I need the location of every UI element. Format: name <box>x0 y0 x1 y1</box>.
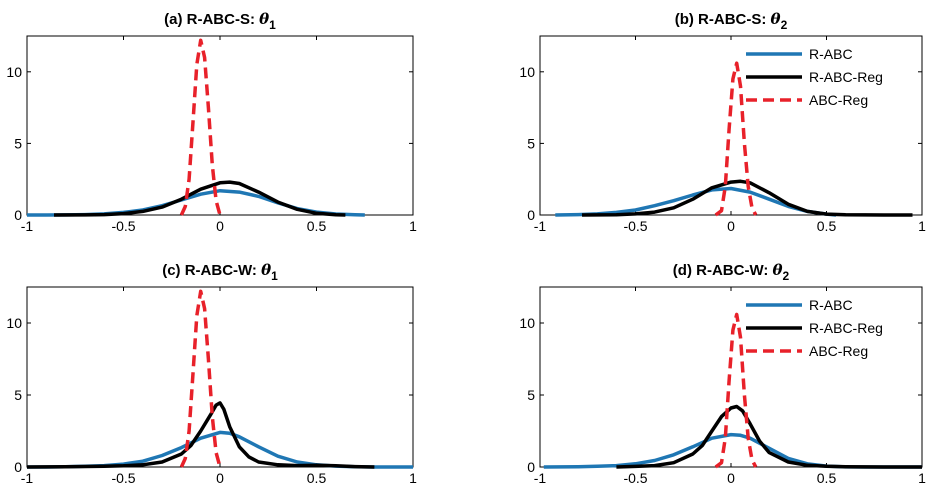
title-prefix: (d) R-ABC-W: <box>673 262 773 279</box>
x-tick-label: 0 <box>216 470 224 486</box>
y-tick-label: 5 <box>14 387 22 403</box>
x-tick-label: -1 <box>534 218 547 234</box>
x-tick-label: 1 <box>918 470 926 486</box>
x-tick-label: 1 <box>409 218 417 234</box>
x-tick-label: 0.5 <box>307 218 327 234</box>
series-line-abc-reg <box>714 61 758 217</box>
x-tick-label: -0.5 <box>623 470 647 486</box>
title-symbol: θ <box>773 261 783 279</box>
series-line-r-abc-reg <box>581 179 913 217</box>
x-tick-label: -1 <box>534 470 547 486</box>
y-tick-label: 5 <box>527 387 535 403</box>
y-tick-label: 10 <box>519 64 535 80</box>
y-tick-label: 10 <box>6 64 22 80</box>
title-subscript: 1 <box>271 269 278 283</box>
y-tick-label: 0 <box>14 459 22 475</box>
series-line-r-abc <box>543 432 922 469</box>
series-line-r-abc-reg <box>26 401 375 469</box>
y-tick-label: 5 <box>14 135 22 151</box>
panel-title: (d) R-ABC-W: θ2 <box>673 261 790 283</box>
x-tick-label: 0 <box>727 218 735 234</box>
x-tick-label: 0 <box>216 218 224 234</box>
title-symbol: θ <box>771 10 781 28</box>
title-prefix: (a) R-ABC-S: <box>164 11 259 28</box>
series-line-abc-reg <box>714 312 758 469</box>
x-tick-label: -0.5 <box>623 218 647 234</box>
x-tick-label: -0.5 <box>111 218 135 234</box>
legend-label: ABC-Reg <box>809 343 868 359</box>
title-prefix: (c) R-ABC-W: <box>162 262 261 279</box>
x-tick-label: 0.5 <box>307 470 327 486</box>
title-prefix: (b) R-ABC-S: <box>675 11 771 28</box>
title-symbol: θ <box>259 10 269 28</box>
x-tick-label: -1 <box>21 470 34 486</box>
title-symbol: θ <box>261 261 271 279</box>
panel-title: (a) R-ABC-S: θ1 <box>164 10 276 32</box>
legend: R-ABC R-ABC-Reg ABC-Reg <box>746 46 883 108</box>
x-tick-label: 1 <box>409 470 417 486</box>
panel-title: (c) R-ABC-W: θ1 <box>162 261 278 283</box>
y-tick-label: 5 <box>527 135 535 151</box>
y-tick-label: 10 <box>519 315 535 331</box>
legend: R-ABC R-ABC-Reg ABC-Reg <box>746 297 883 359</box>
x-tick-label: -0.5 <box>111 470 135 486</box>
series-line-abc-reg <box>179 38 222 216</box>
title-subscript: 1 <box>269 18 276 32</box>
axes-box <box>26 35 414 216</box>
legend-label: R-ABC <box>809 46 853 62</box>
legend-label: R-ABC <box>809 297 853 313</box>
y-tick-label: 0 <box>527 207 535 223</box>
legend-label: ABC-Reg <box>809 92 868 108</box>
y-tick-label: 0 <box>527 459 535 475</box>
series-line-r-abc <box>555 186 837 217</box>
legend-label: R-ABC-Reg <box>809 320 883 336</box>
chart-panel-2: (b) R-ABC-S: θ2-1 -0.5 0 0.5 10510R-ABCR-ABC… <box>519 10 926 234</box>
series-line-r-abc-reg <box>53 180 346 217</box>
title-subscript: 2 <box>781 18 788 32</box>
series-line-abc-reg <box>179 289 222 468</box>
title-subscript: 2 <box>783 269 790 283</box>
y-tick-label: 10 <box>6 315 22 331</box>
x-tick-label: -1 <box>21 218 34 234</box>
panel-title: (b) R-ABC-S: θ2 <box>675 10 788 32</box>
x-tick-label: 0.5 <box>817 470 837 486</box>
axes-box <box>26 286 414 468</box>
legend-label: R-ABC-Reg <box>809 69 883 85</box>
chart-panel-4: (d) R-ABC-W: θ2-1 -0.5 0 0.5 10510R-ABCR-ABC… <box>519 261 926 486</box>
x-tick-label: 0 <box>727 470 735 486</box>
y-tick-label: 0 <box>14 207 22 223</box>
series-line-r-abc-reg <box>616 404 922 469</box>
x-tick-label: 0.5 <box>817 218 837 234</box>
x-tick-label: 1 <box>918 218 926 234</box>
